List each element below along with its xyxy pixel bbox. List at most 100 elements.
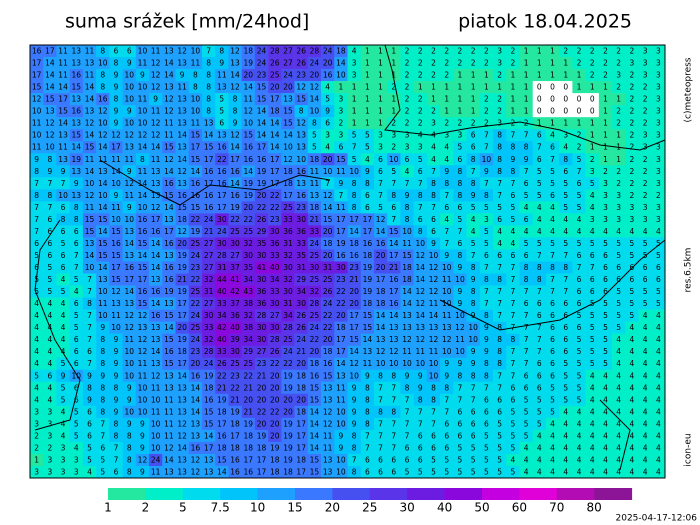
cell-value: 8 <box>471 287 476 296</box>
cell-value: 38 <box>244 299 254 308</box>
cell-value: 7 <box>444 227 449 236</box>
cell-value: 2 <box>444 47 449 56</box>
grid-cell <box>268 225 282 238</box>
cell-value: 6 <box>219 119 224 128</box>
cell-value: 2 <box>577 143 582 152</box>
grid-cell <box>215 153 229 166</box>
grid-cell <box>69 141 84 154</box>
cell-value: 7 <box>510 299 515 308</box>
grid-cell <box>651 261 666 274</box>
cell-value: 6 <box>365 203 370 212</box>
cell-value: 33 <box>283 215 293 224</box>
cell-value: 14 <box>270 143 280 152</box>
cell-value: 5 <box>484 467 489 476</box>
legend: 1 2 5 7.5 10 15 20 25 30 40 50 60 70 80 <box>104 488 633 515</box>
cell-value: 24 <box>191 335 201 344</box>
cell-value: 4 <box>563 431 568 440</box>
cell-value: 5 <box>365 143 370 152</box>
cell-value: 7 <box>524 131 529 140</box>
cell-value: 5 <box>590 311 595 320</box>
cell-value: 2 <box>616 179 621 188</box>
cell-value: 12 <box>32 95 42 104</box>
cell-value: 32 <box>283 251 293 260</box>
grid-cell <box>532 69 547 82</box>
cell-value: 5 <box>603 323 608 332</box>
cell-value: 22 <box>244 215 254 224</box>
cell-value: 11 <box>151 47 161 56</box>
cell-value: 36 <box>230 311 240 320</box>
cell-value: 5 <box>537 419 542 428</box>
cell-value: 4 <box>431 131 436 140</box>
cell-value: 8 <box>352 191 357 200</box>
grid-cell <box>559 105 573 118</box>
grid-cell <box>466 273 481 286</box>
cell-value: 1 <box>391 71 396 80</box>
cell-value: 12 <box>98 131 108 140</box>
grid-cell <box>96 153 110 166</box>
grid-cell <box>135 237 150 250</box>
cell-value: 20 <box>270 395 280 404</box>
cell-value: 1 <box>563 59 568 68</box>
grid-cell <box>215 93 229 106</box>
cell-value: 1 <box>603 143 608 152</box>
cell-value: 37 <box>230 299 240 308</box>
grid-cell <box>387 141 401 154</box>
grid-cell <box>149 129 163 142</box>
cell-value: 4 <box>590 443 595 452</box>
grid-cell <box>82 153 97 166</box>
cell-value: 9 <box>365 371 370 380</box>
cell-value: 12 <box>429 335 439 344</box>
cell-value: 5 <box>577 203 582 212</box>
cell-value: 8 <box>233 107 238 116</box>
legend-label: 70 <box>549 501 564 515</box>
grid-cell <box>254 177 269 190</box>
grid-cell <box>638 93 653 106</box>
legend-label: 10 <box>250 501 265 515</box>
cell-value: 2 <box>643 95 648 104</box>
grid-cell <box>56 57 70 70</box>
grid-cell <box>572 57 586 70</box>
grid-cell <box>188 201 203 214</box>
cell-value: 6 <box>47 227 52 236</box>
cell-value: 11 <box>164 395 174 404</box>
grid-cell <box>440 261 454 274</box>
grid-cell <box>56 141 70 154</box>
cell-value: 12 <box>455 323 465 332</box>
cell-value: 5 <box>61 395 66 404</box>
cell-value: 11 <box>32 119 42 128</box>
cell-value: 10 <box>111 323 121 332</box>
grid-cell <box>373 177 388 190</box>
cell-value: 15 <box>111 227 121 236</box>
cell-value: 13 <box>98 275 108 284</box>
cell-value: 9 <box>114 407 119 416</box>
cell-value: 30 <box>204 311 214 320</box>
cell-value: 1 <box>537 47 542 56</box>
cell-value: 4 <box>537 455 542 464</box>
cell-value: 4 <box>577 407 582 416</box>
grid-cell <box>373 81 388 94</box>
grid-cell <box>307 249 322 262</box>
cell-value: 1 <box>378 83 383 92</box>
cell-value: 21 <box>204 227 214 236</box>
cell-value: 8 <box>365 179 370 188</box>
cell-value: 8 <box>219 47 224 56</box>
grid-cell <box>519 249 534 262</box>
cell-value: 2 <box>590 71 595 80</box>
cell-value: 4 <box>418 131 423 140</box>
grid-cell <box>651 213 666 226</box>
grid-cell <box>149 81 163 94</box>
grid-cell <box>162 105 176 118</box>
cell-value: 10 <box>138 203 148 212</box>
cell-value: 14 <box>402 287 412 296</box>
cell-value: 25 <box>191 323 201 332</box>
cell-value: 5 <box>352 155 357 164</box>
cell-value: 1 <box>616 131 621 140</box>
cell-value: 11 <box>164 131 174 140</box>
cell-value: 15 <box>244 131 254 140</box>
grid-cell <box>373 105 388 118</box>
cell-value: 12 <box>124 323 134 332</box>
cell-value: 18 <box>270 455 280 464</box>
grid-cell <box>572 153 586 166</box>
cell-value: 13 <box>177 407 187 416</box>
cell-value: 7 <box>378 179 383 188</box>
